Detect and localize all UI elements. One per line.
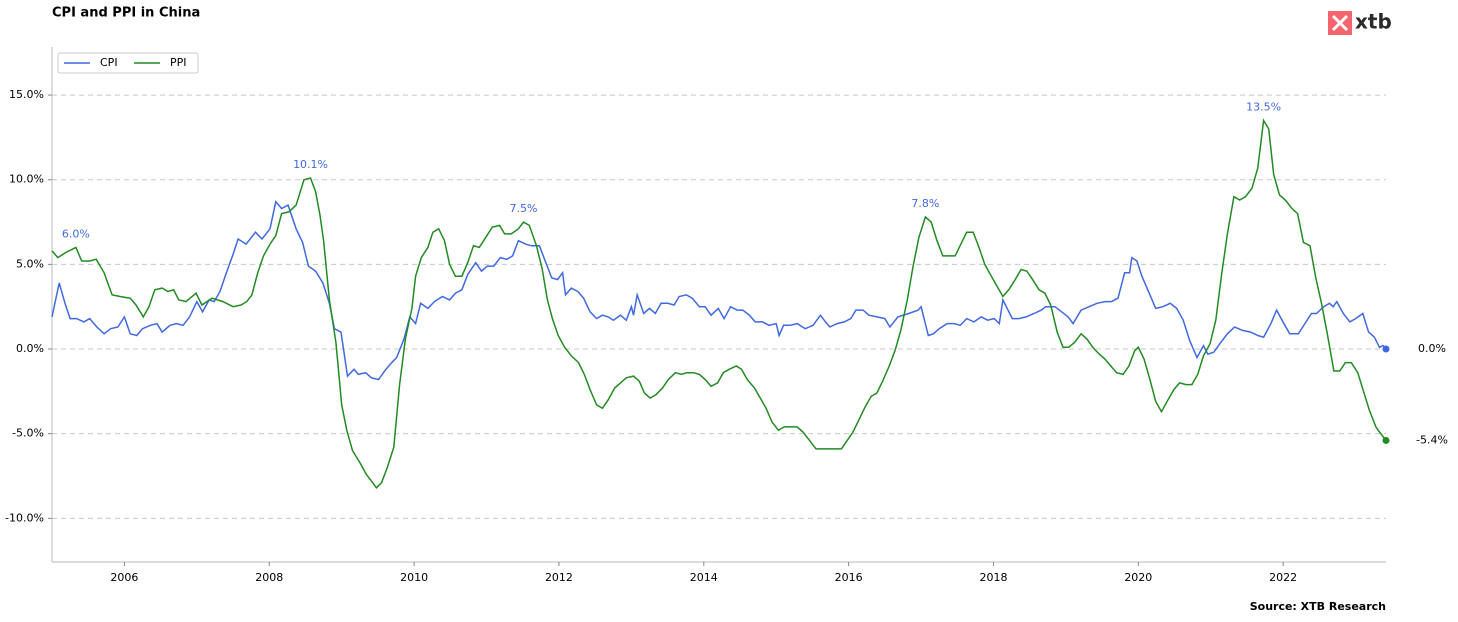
legend-label: CPI [100,56,118,69]
y-tick-label: -10.0% [5,511,44,524]
legend-box [57,52,199,74]
y-tick-label: 10.0% [9,173,44,186]
x-tick-label: 2012 [545,571,573,584]
y-tick-label: 0.0% [16,342,44,355]
x-tick-label: 2008 [255,571,283,584]
y-tick-label: -5.0% [12,427,44,440]
series-line [51,200,1387,381]
annotation: 7.5% [509,202,537,215]
x-tick-label: 2010 [400,571,428,584]
x-tick-label: 2022 [1269,571,1297,584]
x-tick-label: 2020 [1124,571,1152,584]
chart-title: CPI and PPI in China [52,6,200,21]
x-tick-label: 2006 [110,571,138,584]
y-tick-label: 15.0% [9,88,44,101]
annotation: 10.1% [293,158,328,171]
source: Source: XTB Research [1250,600,1386,613]
annotation: 7.8% [911,197,939,210]
series-line [51,118,1387,489]
annotation: 6.0% [62,227,90,240]
end-label: 0.0% [1418,342,1446,355]
logo-text: xtb [1355,10,1392,34]
legend: CPI PPI [57,52,199,74]
legend-label: PPI [170,56,187,69]
end-point [1382,436,1390,444]
y-tick-label: 5.0% [16,257,44,270]
x-tick-label: 2018 [979,571,1007,584]
logo: xtb [1328,10,1392,35]
x-tick-label: 2014 [690,571,718,584]
x-tick-label: 2016 [835,571,863,584]
annotation: 13.5% [1246,100,1281,113]
logo-icon [1331,14,1349,32]
end-point [1382,345,1390,353]
end-label: -5.4% [1416,433,1448,446]
